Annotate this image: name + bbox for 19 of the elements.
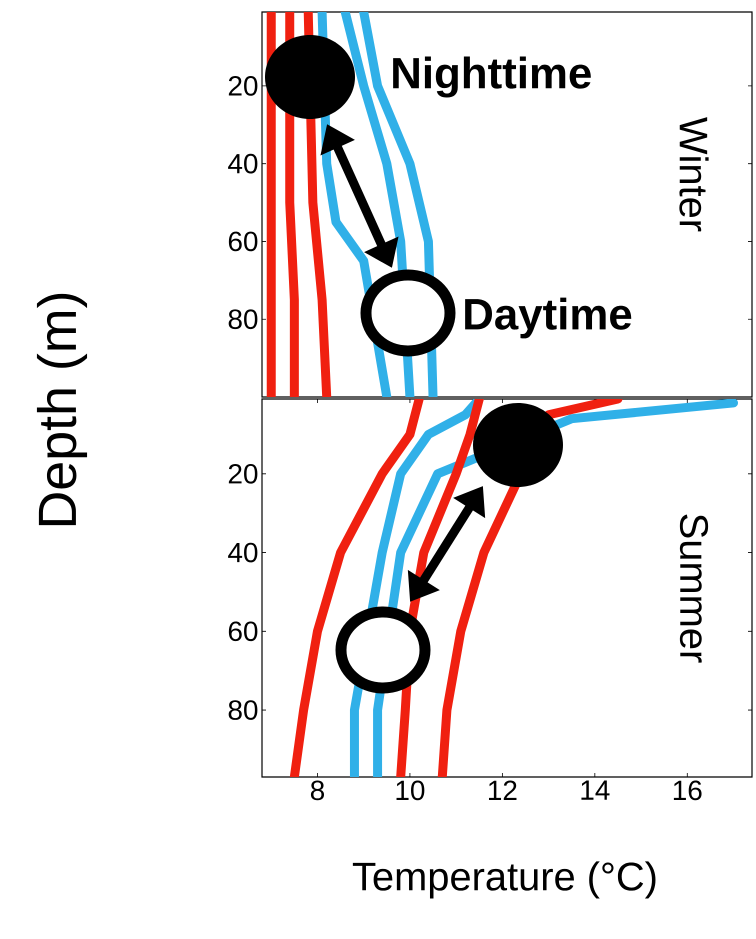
x-tick-label: 14	[581, 780, 610, 800]
text: Winter	[679, 117, 709, 232]
y-tick-label: 80	[228, 309, 258, 330]
x-axis-title: Temperature (°C)	[352, 861, 656, 899]
y-tick-label: 60	[228, 621, 258, 642]
x-tick-label: 12	[488, 780, 516, 800]
y-axis-title: Depth (m)	[36, 294, 88, 526]
x-tick-label: 10	[396, 780, 424, 800]
x-tick-label: 16	[674, 780, 702, 800]
y-tick-label: 60	[228, 232, 258, 252]
y-tick-label: 20	[228, 464, 258, 484]
y-tick-label: 80	[228, 700, 258, 720]
x-tick-label: 8	[310, 780, 324, 800]
y-tick-label: 20	[228, 76, 258, 96]
annotation: Daytime	[465, 298, 632, 338]
y-tick-label: 40	[228, 542, 258, 562]
annotation: Nighttime	[393, 56, 591, 98]
text: Summer	[680, 514, 708, 663]
y-tick-label: 40	[228, 154, 258, 174]
